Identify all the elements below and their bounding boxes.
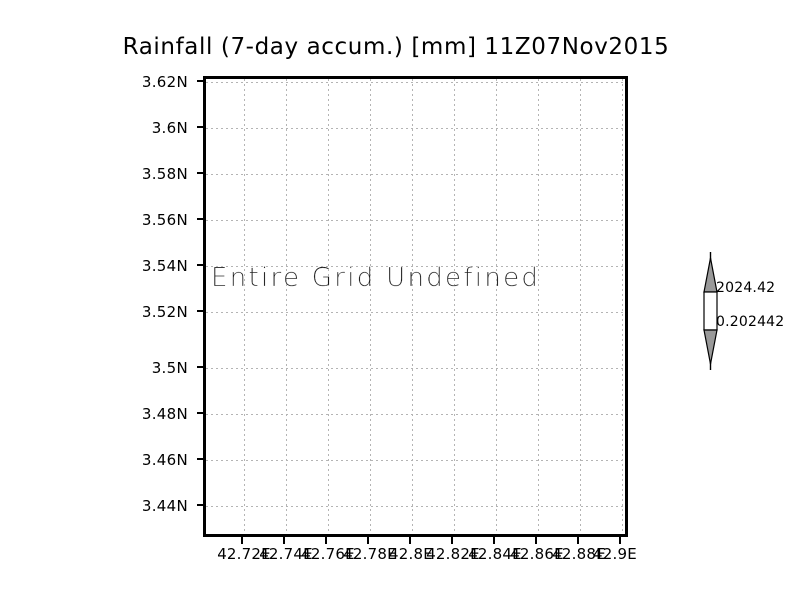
y-axis-label: 3.62N	[141, 73, 188, 91]
x-axis-label: 42.78E	[343, 545, 397, 563]
page-title: Rainfall (7-day accum.) [mm] 11Z07Nov201…	[122, 34, 670, 60]
x-axis-label: 42.82E	[426, 545, 480, 563]
x-axis-label: 42.86E	[510, 545, 564, 563]
x-axis-label: 42.76E	[301, 545, 355, 563]
x-axis-tick	[577, 537, 579, 544]
y-axis-label: 3.6N	[151, 119, 188, 137]
x-axis-tick	[409, 537, 411, 544]
x-axis-label: 42.74E	[259, 545, 313, 563]
x-axis-label: 42.8E	[389, 545, 433, 563]
y-axis-label: 3.44N	[141, 497, 188, 515]
plot-frame: Entire Grid Undefined	[203, 76, 628, 537]
y-axis-label: 3.52N	[141, 303, 188, 321]
x-axis-label: 42.72E	[217, 545, 271, 563]
y-axis-label: 3.54N	[141, 257, 188, 275]
gridline-vertical	[580, 79, 581, 534]
gridline-vertical	[328, 79, 329, 534]
colorbar-high-label: 2024.42	[716, 280, 776, 296]
gridline-vertical	[538, 79, 539, 534]
gridline-horizontal	[206, 128, 625, 129]
gridline-horizontal	[206, 82, 625, 83]
x-axis-label: 42.84E	[468, 545, 522, 563]
y-axis-tick	[197, 366, 204, 368]
y-axis-tick	[197, 80, 204, 82]
y-axis-tick	[197, 412, 204, 414]
gridline-vertical	[496, 79, 497, 534]
gridline-vertical	[286, 79, 287, 534]
y-axis-tick	[197, 310, 204, 312]
x-axis-tick	[325, 537, 327, 544]
colorbar	[700, 252, 722, 370]
undefined-grid-message: Entire Grid Undefined	[211, 263, 541, 293]
gridline-horizontal	[206, 506, 625, 507]
colorbar-lower-arrow	[703, 329, 718, 365]
x-axis-tick	[367, 537, 369, 544]
gridline-horizontal	[206, 368, 625, 369]
gridline-vertical	[412, 79, 413, 534]
x-axis-tick	[619, 537, 621, 544]
gridline-vertical	[244, 79, 245, 534]
gridline-vertical	[622, 79, 623, 534]
y-axis-tick	[197, 504, 204, 506]
gridline-vertical	[454, 79, 455, 534]
x-axis-tick	[535, 537, 537, 544]
y-axis-label: 3.58N	[141, 165, 188, 183]
gridline-horizontal	[206, 174, 625, 175]
y-axis-tick	[197, 218, 204, 220]
y-axis-label: 3.46N	[141, 451, 188, 469]
gridlines	[206, 79, 625, 534]
y-axis-tick	[197, 458, 204, 460]
gridline-horizontal	[206, 312, 625, 313]
x-axis-label: 42.9E	[593, 545, 637, 563]
gridline-vertical	[370, 79, 371, 534]
colorbar-low-label: 0.202442	[716, 314, 785, 330]
x-axis-tick	[283, 537, 285, 544]
x-axis-tick	[451, 537, 453, 544]
x-axis-label: 42.88E	[552, 545, 606, 563]
y-axis-tick	[197, 126, 204, 128]
gridline-horizontal	[206, 414, 625, 415]
y-axis-tick	[197, 172, 204, 174]
gridline-horizontal	[206, 460, 625, 461]
y-axis-label: 3.56N	[141, 211, 188, 229]
y-axis-label: 3.48N	[141, 405, 188, 423]
x-axis-tick	[493, 537, 495, 544]
x-axis-tick	[241, 537, 243, 544]
y-axis-label: 3.5N	[151, 359, 188, 377]
gridline-horizontal	[206, 220, 625, 221]
y-axis-tick	[197, 264, 204, 266]
